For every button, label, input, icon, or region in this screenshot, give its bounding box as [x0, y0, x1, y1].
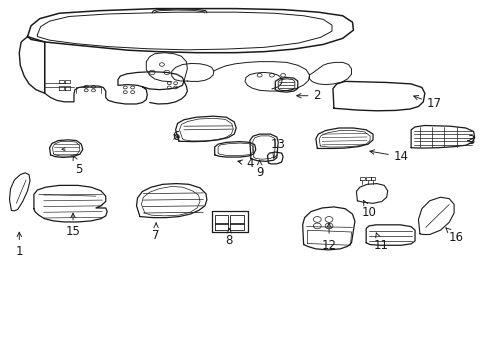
Text: 13: 13 — [271, 138, 286, 158]
Text: 8: 8 — [226, 229, 233, 247]
Text: 6: 6 — [172, 130, 179, 144]
Text: 17: 17 — [414, 95, 442, 111]
Text: 2: 2 — [296, 89, 321, 102]
Text: 1: 1 — [16, 232, 23, 258]
Text: 16: 16 — [446, 228, 464, 244]
Text: 10: 10 — [362, 201, 377, 219]
Text: 7: 7 — [152, 223, 160, 242]
Text: 5: 5 — [73, 156, 82, 176]
Text: 4: 4 — [238, 157, 254, 170]
Text: 3: 3 — [467, 134, 474, 147]
Text: 11: 11 — [373, 233, 389, 252]
Text: 9: 9 — [256, 160, 264, 179]
Text: 15: 15 — [66, 213, 80, 238]
Text: 14: 14 — [370, 150, 409, 163]
Text: 12: 12 — [321, 223, 337, 252]
